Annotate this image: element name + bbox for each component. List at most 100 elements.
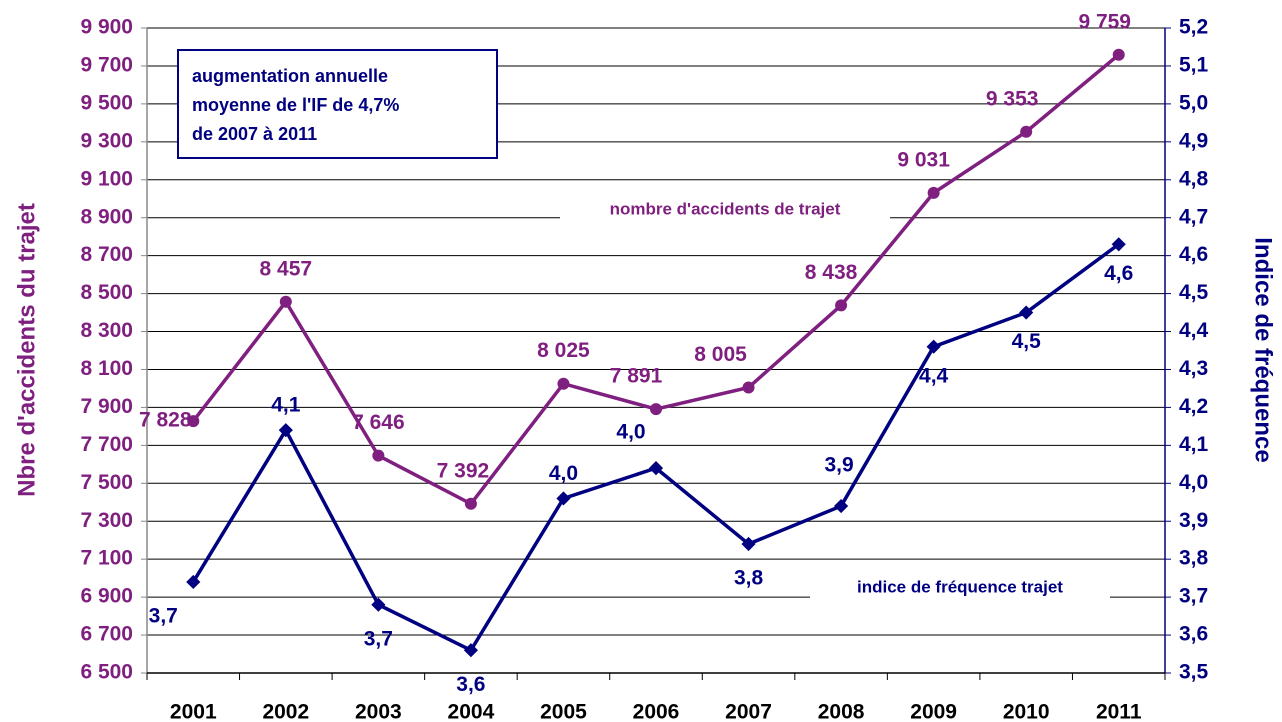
- point: [742, 381, 755, 394]
- data-label: 3,9: [824, 454, 853, 477]
- y2-tick-label: 3,6: [1179, 623, 1208, 646]
- data-label: 4,5: [1012, 330, 1042, 353]
- data-label: 3,7: [364, 627, 393, 650]
- x-tick-label: 2010: [1003, 701, 1050, 722]
- y2-tick-label: 3,5: [1179, 661, 1209, 684]
- y-tick-label: 8 900: [80, 205, 133, 228]
- data-label: 4,4: [919, 364, 949, 387]
- y2-tick-label: 4,8: [1179, 167, 1209, 190]
- point: [835, 299, 848, 312]
- point: [279, 295, 292, 308]
- y2-tick-label: 4,0: [1179, 471, 1208, 494]
- point: [187, 415, 200, 428]
- data-label: 8 005: [694, 343, 747, 366]
- annotation: de 2007 à 2011: [192, 124, 317, 144]
- x-tick-label: 2007: [725, 701, 772, 722]
- point: [741, 536, 756, 552]
- y-tick-label: 9 900: [80, 16, 133, 39]
- x-tick-label: 2003: [355, 701, 402, 722]
- annotation: moyenne de l'IF de 4,7%: [192, 95, 399, 115]
- data-label: 4,6: [1104, 262, 1133, 285]
- x-tick-label: 2006: [633, 701, 680, 722]
- x-tick-label: 2009: [910, 701, 957, 722]
- y-axis-title: Nbre d'accidents du trajet: [13, 203, 40, 497]
- point: [371, 597, 386, 612]
- point: [1112, 48, 1125, 61]
- point: [834, 498, 849, 514]
- x-tick-label: 2001: [170, 701, 217, 722]
- annotation: augmentation annuelle: [192, 66, 388, 86]
- y-tick-label: 7 300: [80, 509, 133, 532]
- point: [463, 643, 478, 658]
- y-tick-label: 9 100: [80, 167, 133, 190]
- y-tick-label: 7 500: [80, 471, 133, 494]
- y2-tick-label: 3,9: [1179, 509, 1208, 532]
- y2-tick-label: 4,9: [1179, 129, 1208, 152]
- y2-tick-label: 4,2: [1179, 395, 1208, 418]
- data-label: 7 891: [610, 365, 663, 388]
- point: [648, 461, 664, 476]
- data-label: 9 759: [1078, 10, 1131, 33]
- point: [927, 186, 940, 199]
- y-tick-label: 7 100: [80, 547, 133, 570]
- point: [1020, 125, 1033, 138]
- point: [372, 449, 385, 462]
- data-label: 8 025: [537, 339, 590, 362]
- point: [464, 497, 477, 510]
- y-tick-label: 9 500: [80, 91, 133, 114]
- y-tick-label: 6 900: [80, 585, 133, 608]
- data-label: 3,6: [456, 673, 485, 696]
- y2-tick-label: 3,8: [1179, 547, 1209, 570]
- y2-tick-label: 4,1: [1179, 433, 1209, 456]
- point: [650, 403, 662, 416]
- y2-tick-label: 5,1: [1179, 53, 1209, 76]
- data-label: 4,1: [271, 394, 301, 417]
- y2-tick-label: 4,3: [1179, 357, 1208, 380]
- y-tick-label: 8 100: [80, 357, 133, 380]
- point: [1111, 237, 1126, 252]
- point: [926, 339, 941, 354]
- point: [556, 491, 571, 506]
- y2-tick-label: 4,5: [1179, 281, 1209, 304]
- x-tick-label: 2004: [448, 701, 495, 722]
- data-label: 7 392: [437, 459, 490, 482]
- data-label: 8 457: [260, 257, 313, 280]
- series-label-bg: [560, 196, 890, 224]
- y-tick-label: 6 700: [80, 623, 133, 646]
- point: [1019, 305, 1034, 320]
- y2-tick-label: 4,4: [1179, 319, 1209, 342]
- y-tick-label: 8 300: [80, 319, 133, 342]
- y2-tick-label: 5,0: [1179, 91, 1208, 114]
- data-label: 4,0: [616, 421, 645, 444]
- y2-axis-title: Indice de fréquence: [1250, 237, 1277, 462]
- y-tick-label: 9 700: [80, 53, 133, 76]
- series-label: indice de fréquence trajet: [857, 577, 1063, 596]
- x-tick-label: 2011: [1096, 701, 1142, 722]
- data-label: 9 031: [897, 148, 950, 171]
- y2-tick-label: 5,2: [1179, 16, 1208, 39]
- y2-tick-label: 4,6: [1179, 243, 1208, 266]
- y-tick-label: 9 300: [80, 129, 133, 152]
- data-label: 7 828: [139, 409, 192, 432]
- y-tick-label: 7 900: [80, 395, 133, 418]
- y-tick-label: 8 700: [80, 243, 133, 266]
- series-label: nombre d'accidents de trajet: [610, 199, 841, 218]
- y-tick-label: 7 700: [80, 433, 133, 456]
- x-tick-label: 2002: [262, 701, 309, 722]
- data-label: 3,7: [149, 604, 178, 627]
- x-tick-label: 2008: [818, 701, 865, 722]
- data-label: 3,8: [734, 567, 764, 590]
- y-tick-label: 6 500: [80, 661, 133, 684]
- data-label: 7 646: [352, 411, 405, 434]
- point: [186, 574, 201, 590]
- data-label: 9 353: [986, 87, 1039, 110]
- y-tick-label: 8 500: [80, 281, 133, 304]
- point: [557, 377, 570, 390]
- point: [278, 423, 293, 438]
- x-tick-label: 2005: [540, 701, 587, 722]
- series-label-bg: [810, 574, 1110, 602]
- data-label: 4,0: [549, 462, 578, 485]
- annotation-box: [177, 49, 498, 159]
- y2-tick-label: 3,7: [1179, 585, 1208, 608]
